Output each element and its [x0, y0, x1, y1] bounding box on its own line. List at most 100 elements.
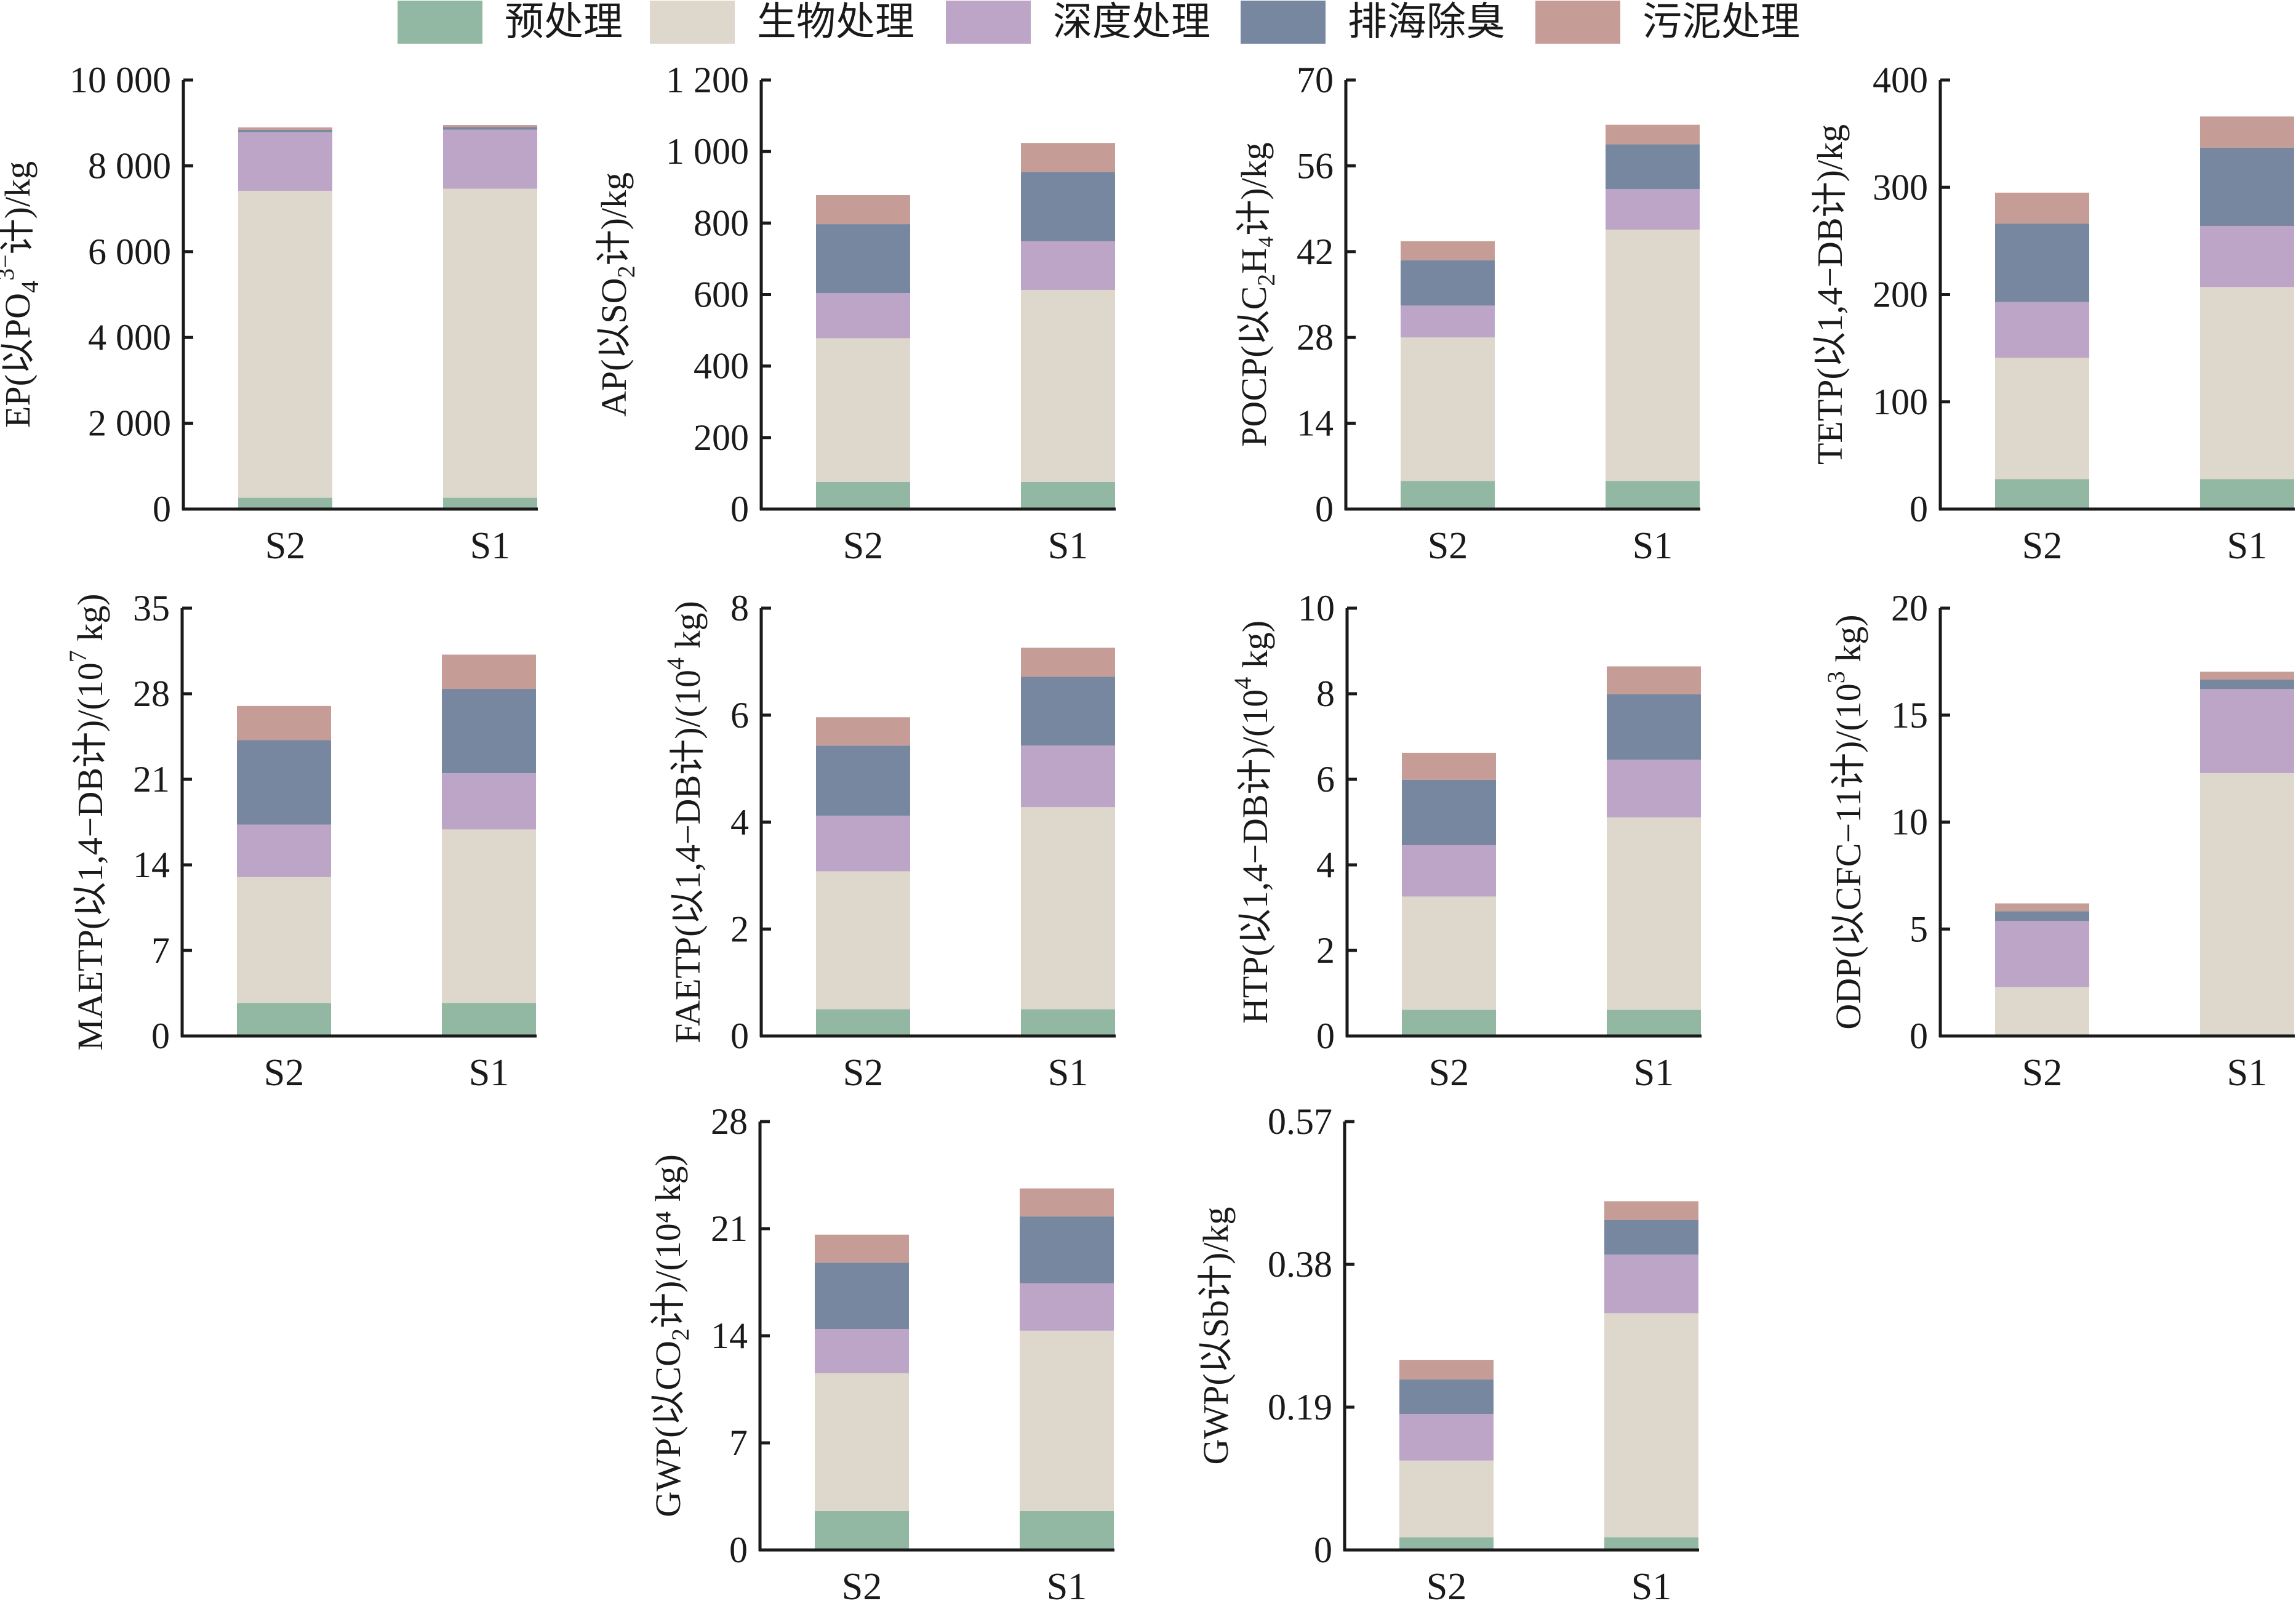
legend-swatch [1535, 1, 1620, 44]
bar-segment-s1-3 [1607, 694, 1701, 760]
bar-segment-s2-3 [1402, 779, 1496, 846]
y-axis-label: MAETP(以1,4−DB计)/(107 kg) [64, 593, 110, 1050]
y-tick-label: 10 [1298, 588, 1335, 628]
legend-swatch [946, 1, 1031, 44]
bar-segment-s1-3 [1604, 1219, 1698, 1255]
y-tick-label: 20 [1891, 588, 1928, 628]
y-tick-label: 7 [151, 930, 170, 971]
bar-segment-s2-4 [816, 717, 910, 746]
bar-segment-s1-3 [1020, 1216, 1114, 1283]
y-tick-label: 14 [133, 845, 170, 885]
x-tick-label: S2 [843, 1052, 883, 1094]
y-tick-label: 0 [1314, 1530, 1332, 1570]
y-tick-label: 0 [153, 489, 171, 529]
bar-segment-s2-4 [1995, 903, 2089, 912]
x-tick-label: S2 [842, 1566, 882, 1606]
bar-segment-s2-1 [1995, 987, 2089, 1035]
legend-label: 预处理 [505, 0, 623, 44]
x-tick-label: S1 [469, 1052, 509, 1094]
bar-segment-s2-3 [1399, 1379, 1494, 1414]
legend-swatch [1241, 1, 1326, 44]
y-axis-label: GWP(以Sb计)/kg [1196, 1207, 1236, 1465]
y-tick-label: 0 [1910, 489, 1928, 529]
bar-segment-s1-2 [1606, 189, 1700, 230]
bar-segment-s2-2 [1402, 845, 1496, 897]
x-tick-label: S1 [1048, 1052, 1088, 1094]
bar-segment-s2-4 [237, 705, 331, 741]
y-tick-label: 15 [1891, 695, 1928, 736]
y-tick-label: 200 [1873, 275, 1928, 315]
bar-segment-s2-2 [1995, 302, 2089, 358]
legend-item-sludge: 污泥处理 [1535, 0, 1800, 44]
bar-segment-s1-4 [1021, 648, 1115, 677]
bar-segment-s2-2 [816, 816, 910, 872]
bar-segment-s1-1 [1021, 289, 1115, 482]
bar-segment-s2-3 [815, 1263, 909, 1330]
panel-tetp: 0 100 200 300 400 S2 S1 TETP(以1,4−DB计)/kg [1810, 60, 2295, 567]
bar-segment-s2-3 [816, 745, 910, 816]
bar-segment-s2-0 [238, 497, 332, 509]
bar-segment-s2-4 [1995, 192, 2089, 224]
panel-gwp: 0 7 14 21 28 S2 S1 GWP(以CO2计)/(10⁴ kg) [648, 1101, 1114, 1606]
bar-segment-s2-0 [815, 1511, 909, 1550]
legend-swatch [650, 1, 735, 44]
bar-segment-s2-0 [1995, 479, 2089, 509]
x-tick-label: S1 [1047, 1566, 1087, 1606]
bar-segment-s1-2 [2200, 225, 2294, 287]
y-tick-label: 21 [711, 1208, 748, 1249]
bar-segment-s1-1 [2200, 773, 2294, 1035]
panel-ap: 0 200 400 600 800 1 000 1 200 S2 S1 AP(以SO2计)/kg [594, 60, 1116, 567]
y-tick-label: 6 [730, 695, 749, 736]
y-tick-label: 0.19 [1268, 1387, 1332, 1427]
y-axis-label: POCP(以C2H₄计)/kg [1234, 142, 1280, 447]
bar-segment-s2-1 [1995, 358, 2089, 480]
y-axis-label: AP(以SO2计)/kg [594, 172, 640, 417]
bar-segment-s1-1 [442, 829, 536, 1003]
bar-segment-s1-1 [2200, 287, 2294, 480]
legend-item-discharge-deodor: 排海除臭 [1241, 0, 1505, 44]
bar-segment-s1-0 [1607, 1010, 1701, 1036]
bar-segment-s1-3 [2200, 680, 2294, 689]
y-tick-label: 800 [694, 203, 749, 243]
y-tick-label: 10 000 [70, 60, 171, 100]
bar-segment-s2-3 [1401, 260, 1495, 306]
x-tick-label: S1 [2227, 525, 2267, 567]
bar-segment-s2-1 [238, 190, 332, 498]
y-tick-label: 28 [133, 673, 170, 714]
bar-segment-s1-0 [1606, 481, 1700, 509]
bar-segment-s1-1 [1021, 807, 1115, 1010]
x-tick-label: S2 [1426, 1566, 1466, 1606]
y-tick-label: 100 [1873, 382, 1928, 422]
bar-segment-s1-2 [2200, 689, 2294, 773]
bar-segment-s1-1 [1607, 817, 1701, 1010]
y-tick-label: 0.38 [1268, 1244, 1332, 1285]
x-tick-label: S2 [1428, 525, 1468, 567]
y-tick-label: 0 [730, 489, 749, 529]
y-tick-label: 1 200 [666, 60, 749, 100]
y-tick-label: 0 [730, 1016, 749, 1056]
bar-segment-s2-2 [238, 132, 332, 191]
bar-segment-s1-4 [1606, 124, 1700, 145]
x-tick-label: S1 [1048, 525, 1088, 567]
y-tick-label: 28 [1297, 317, 1334, 358]
bar-segment-s2-1 [815, 1373, 909, 1511]
bar-segment-s1-2 [1020, 1283, 1114, 1331]
bar-segment-s1-2 [443, 129, 537, 189]
y-tick-label: 0 [1316, 1016, 1335, 1056]
y-tick-label: 2 [730, 909, 749, 949]
bar-segment-s2-0 [1401, 481, 1495, 509]
legend-item-advanced: 深度处理 [946, 0, 1210, 44]
bar-segment-s1-3 [2200, 147, 2294, 226]
y-axis-label: FAETP(以1,4−DB计)/(104 kg) [662, 601, 708, 1043]
legend-label: 污泥处理 [1642, 0, 1800, 44]
bar-segment-s1-4 [2200, 672, 2294, 680]
bar-segment-s2-4 [815, 1234, 909, 1263]
y-tick-label: 2 [1316, 930, 1335, 971]
bar-segment-s1-2 [1021, 241, 1115, 290]
y-tick-label: 35 [133, 588, 170, 628]
bar-segment-s1-3 [1021, 172, 1115, 241]
y-tick-label: 8 [1316, 673, 1335, 714]
x-tick-label: S1 [1634, 1052, 1674, 1094]
bar-segment-s2-0 [1402, 1010, 1496, 1036]
